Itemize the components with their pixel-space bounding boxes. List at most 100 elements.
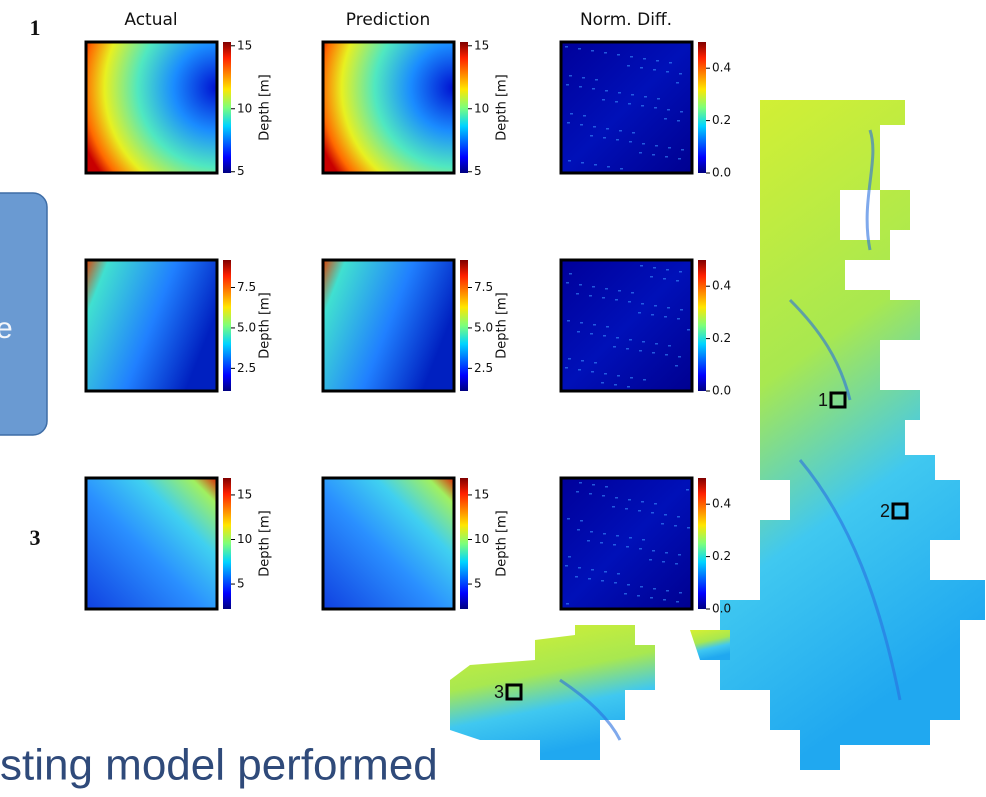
noise <box>578 567 581 569</box>
noise <box>592 286 595 288</box>
noise <box>676 601 679 603</box>
noise <box>568 556 571 558</box>
noise <box>649 559 652 561</box>
noise <box>605 288 608 290</box>
noise <box>615 299 618 301</box>
noise <box>654 305 657 307</box>
noise <box>674 525 677 527</box>
map-marker-label: 2 <box>880 501 890 521</box>
noise <box>593 324 596 326</box>
noise <box>615 101 618 103</box>
noise <box>680 309 683 311</box>
noise <box>589 493 592 495</box>
noise <box>566 282 569 284</box>
colorbar-tick-label: 10 <box>237 101 252 115</box>
colorbar <box>698 478 706 609</box>
noise <box>588 578 591 580</box>
noise <box>654 107 657 109</box>
noise <box>651 314 654 316</box>
noise <box>626 348 629 350</box>
noise <box>569 273 572 275</box>
colorbar-tick-label: 5 <box>474 577 482 591</box>
colorbar-label: Depth [m] <box>258 74 273 141</box>
noise <box>591 50 594 52</box>
noise <box>665 354 668 356</box>
noise <box>638 510 641 512</box>
noise <box>570 113 573 115</box>
colorbar <box>223 260 231 391</box>
noise <box>603 137 606 139</box>
noise <box>568 358 571 360</box>
noise <box>590 135 593 137</box>
noise <box>677 120 680 122</box>
colorbar-tick-label: 10 <box>474 532 489 546</box>
noise <box>624 593 627 595</box>
noise <box>654 503 657 505</box>
heatmap <box>84 40 219 175</box>
noise <box>578 48 581 50</box>
noise <box>661 523 664 525</box>
noise <box>568 160 571 162</box>
noise <box>616 139 619 141</box>
noise <box>627 584 630 586</box>
heatmap <box>559 40 694 175</box>
noise <box>613 346 616 348</box>
noise <box>567 122 570 124</box>
colorbar-tick-label: 7.5 <box>237 280 256 294</box>
noise <box>578 369 581 371</box>
noise <box>629 141 632 143</box>
noise <box>565 46 568 48</box>
noise <box>631 94 634 96</box>
noise <box>665 156 668 158</box>
noise <box>616 337 619 339</box>
noise <box>606 128 609 130</box>
noise <box>589 295 592 297</box>
map-marker-label: 3 <box>494 682 504 702</box>
noise <box>617 375 620 377</box>
noise <box>601 580 604 582</box>
noise <box>604 373 607 375</box>
noise <box>628 499 631 501</box>
noise <box>650 597 653 599</box>
noise <box>594 362 597 364</box>
colorbar-tick-label: 15 <box>474 487 489 501</box>
noise <box>628 301 631 303</box>
noise <box>617 573 620 575</box>
noise <box>604 571 607 573</box>
noise <box>620 168 623 170</box>
colorbar-tick-label: 10 <box>237 532 252 546</box>
noise <box>600 542 603 544</box>
noise <box>680 111 683 113</box>
noise <box>687 527 690 529</box>
noise <box>669 62 672 64</box>
noise <box>614 582 617 584</box>
noise <box>638 312 641 314</box>
noise <box>666 71 669 73</box>
noise <box>663 278 666 280</box>
noise <box>643 379 646 381</box>
map-marker <box>891 502 909 520</box>
colorbar-tick-label: 0.2 <box>712 549 731 563</box>
noise <box>591 569 594 571</box>
noise <box>637 595 640 597</box>
noise <box>681 149 684 151</box>
colorbar-tick-label: 5.0 <box>474 320 493 334</box>
heatmap <box>84 476 219 611</box>
noise <box>612 506 615 508</box>
colorbar <box>223 478 231 609</box>
noise <box>566 603 569 605</box>
noise <box>581 360 584 362</box>
noise <box>566 84 569 86</box>
noise <box>594 164 597 166</box>
colorbar <box>460 42 468 173</box>
colorbar-tick-label: 2.5 <box>474 361 493 375</box>
noise <box>604 52 607 54</box>
noise <box>664 514 667 516</box>
noise <box>579 482 582 484</box>
colorbar-tick-label: 0.2 <box>712 331 731 345</box>
noise <box>565 367 568 369</box>
colorbar-tick-label: 10 <box>474 101 489 115</box>
colorbar <box>223 42 231 173</box>
noise <box>677 516 680 518</box>
